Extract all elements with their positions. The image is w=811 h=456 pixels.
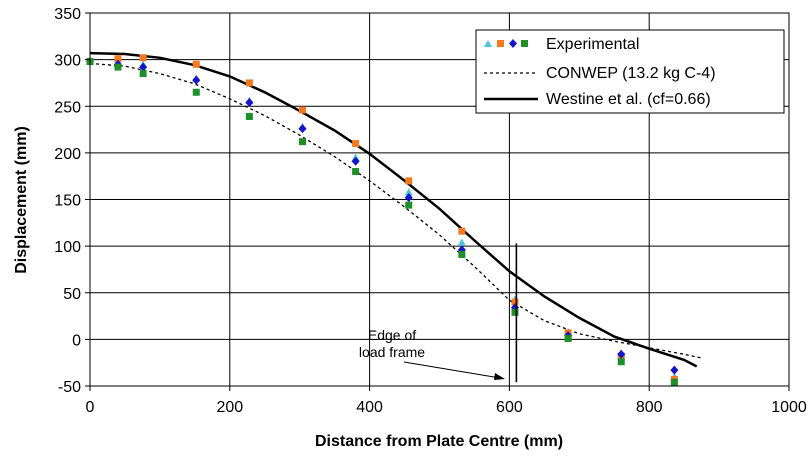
experimental-point-square — [564, 334, 572, 342]
legend-diamond-marker — [509, 39, 517, 48]
experimental-point-square — [139, 54, 147, 62]
experimental-point-diamond — [617, 349, 626, 359]
experimental-point-diamond — [670, 365, 679, 375]
experimental-point-square — [245, 79, 253, 87]
y-tick-label: 350 — [54, 6, 81, 23]
y-tick-label: 100 — [54, 239, 81, 256]
x-tick-label: 0 — [86, 399, 95, 416]
x-axis-ticks: 0 200 400 600 800 1000 — [86, 386, 807, 416]
experimental-point-diamond — [245, 98, 254, 108]
experimental-point-triangle — [404, 188, 413, 196]
x-tick-label: 800 — [636, 399, 663, 416]
annotation-line-2: load frame — [359, 344, 425, 360]
experimental-point-square — [405, 201, 413, 209]
legend-experimental-label: Experimental — [546, 36, 639, 53]
experimental-point-square — [192, 88, 200, 96]
annotation-line-1: Edge of — [368, 327, 416, 343]
legend-green-square-marker — [521, 40, 528, 47]
y-tick-label: 150 — [54, 193, 81, 210]
y-tick-label: 0 — [72, 332, 81, 349]
experimental-point-square — [298, 138, 306, 146]
annotation-arrowhead — [494, 373, 505, 380]
x-tick-label: 1000 — [771, 399, 807, 416]
legend: Experimental CONWEP (13.2 kg C-4) Westin… — [475, 29, 785, 114]
experimental-point-square — [114, 63, 122, 71]
experimental-point-square — [458, 227, 466, 235]
legend-conwep-label: CONWEP (13.2 kg C-4) — [546, 65, 716, 82]
experimental-point-square — [670, 378, 678, 386]
experimental-point-diamond — [298, 124, 307, 134]
y-tick-label: 300 — [54, 53, 81, 70]
x-tick-label: 400 — [356, 399, 383, 416]
legend-triangle-marker — [484, 40, 492, 47]
y-tick-label: -50 — [58, 379, 81, 396]
experimental-point-square — [192, 60, 200, 68]
experimental-point-square — [298, 106, 306, 114]
experimental-point-diamond — [404, 193, 413, 203]
experimental-point-square — [405, 177, 413, 185]
experimental-point-square — [352, 140, 360, 148]
experimental-points — [86, 54, 679, 386]
y-tick-label: 250 — [54, 99, 81, 116]
x-axis-title: Distance from Plate Centre (mm) — [315, 433, 563, 450]
annotation-arrow — [403, 361, 501, 379]
experimental-point-square — [511, 308, 519, 316]
y-axis-ticks: -50 0 50 100 150 200 250 300 350 — [54, 6, 90, 396]
y-tick-label: 200 — [54, 146, 81, 163]
x-tick-label: 200 — [216, 399, 243, 416]
legend-westine-label: Westine et al. (cf=0.66) — [546, 91, 711, 108]
experimental-point-square — [352, 168, 360, 176]
y-axis-title: Displacement (mm) — [13, 126, 30, 274]
experimental-point-diamond — [192, 75, 201, 85]
experimental-point-diamond — [351, 156, 360, 166]
experimental-point-square — [139, 70, 147, 78]
experimental-point-square — [245, 113, 253, 121]
edge-annotation: Edge of load frame — [359, 243, 518, 383]
x-tick-label: 600 — [496, 399, 523, 416]
experimental-point-square — [511, 298, 519, 306]
experimental-point-square — [458, 251, 466, 259]
experimental-point-triangle — [457, 238, 466, 246]
experimental-point-diamond — [139, 62, 148, 72]
experimental-point-square — [114, 55, 122, 63]
legend-orange-square-marker — [497, 40, 504, 47]
y-tick-label: 50 — [63, 286, 81, 303]
experimental-point-square — [617, 358, 625, 366]
